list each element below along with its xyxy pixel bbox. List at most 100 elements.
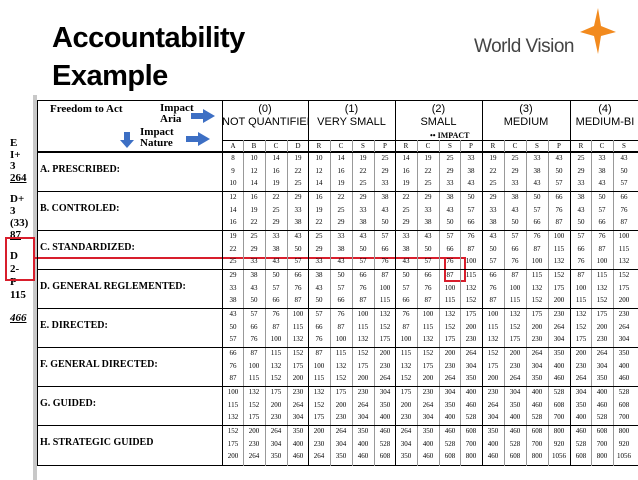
table-cell: 460 bbox=[509, 427, 521, 435]
table-cell: 264 bbox=[509, 374, 521, 382]
table-cell: 43 bbox=[598, 179, 606, 187]
table-cell: 400 bbox=[379, 413, 391, 421]
table-cell: 264 bbox=[292, 400, 304, 409]
table-cell: 66 bbox=[229, 349, 237, 357]
table-cell: 700 bbox=[596, 439, 608, 448]
table-cell: 800 bbox=[596, 452, 608, 460]
table-cell: 87 bbox=[533, 244, 541, 253]
arrow-right-icon bbox=[191, 109, 215, 123]
table-cell: 50 bbox=[402, 271, 410, 279]
table-cell: 152 bbox=[335, 374, 347, 382]
table-cell: 33 bbox=[533, 154, 541, 162]
table-cell: 38 bbox=[272, 244, 280, 253]
row-divider bbox=[37, 308, 638, 309]
table-cell: 152 bbox=[444, 322, 456, 331]
table-cell: 200 bbox=[465, 322, 477, 331]
table-cell: 87 bbox=[511, 271, 519, 279]
table-cell: 100 bbox=[313, 361, 325, 370]
table-cell: 43 bbox=[359, 232, 367, 240]
table-cell: 230 bbox=[335, 413, 347, 421]
table-cell: 350 bbox=[292, 427, 304, 435]
table-cell: 87 bbox=[359, 296, 367, 304]
table-cell: 14 bbox=[250, 179, 258, 187]
table-cell: 230 bbox=[444, 361, 456, 370]
table-cell: 264 bbox=[248, 452, 260, 460]
table-cell: 350 bbox=[596, 374, 608, 382]
table-cell: 528 bbox=[444, 439, 456, 448]
column-header: D bbox=[295, 142, 301, 150]
table-cell: 43 bbox=[555, 154, 563, 162]
table-cell: 608 bbox=[465, 427, 477, 435]
table-cell: 43 bbox=[402, 257, 410, 265]
table-cell: 76 bbox=[620, 205, 628, 214]
table-cell: 200 bbox=[531, 322, 543, 331]
table-cell: 66 bbox=[381, 244, 389, 253]
column-header: P bbox=[469, 142, 473, 150]
arrow-right-icon bbox=[186, 132, 210, 146]
table-cell: 22 bbox=[402, 193, 410, 201]
table-cell: 66 bbox=[555, 193, 563, 201]
table-cell: 230 bbox=[575, 361, 587, 370]
column-header: P bbox=[557, 142, 561, 150]
table-cell: 400 bbox=[618, 361, 630, 370]
table-cell: 33 bbox=[250, 257, 258, 265]
column-divider bbox=[243, 140, 244, 466]
table-cell: 350 bbox=[335, 452, 347, 460]
table-cell: 132 bbox=[618, 257, 630, 265]
table-cell: 38 bbox=[533, 166, 541, 175]
table-cell: 87 bbox=[381, 271, 389, 279]
table-cell: 29 bbox=[489, 193, 497, 201]
table-cell: 87 bbox=[555, 218, 563, 226]
table-cell: 14 bbox=[315, 179, 323, 187]
table-cell: 57 bbox=[489, 257, 497, 265]
table-cell: 304 bbox=[596, 361, 608, 370]
table-cell: 350 bbox=[422, 427, 434, 435]
table-cell: 25 bbox=[272, 205, 280, 214]
world-vision-logo: World Vision bbox=[470, 6, 635, 66]
table-cell: 57 bbox=[359, 257, 367, 265]
table-cell: 200 bbox=[618, 296, 630, 304]
table-cell: 200 bbox=[270, 400, 282, 409]
table-cell: 76 bbox=[315, 335, 323, 343]
row-label: D. GENERAL REGLEMENTED: bbox=[40, 281, 186, 292]
table-cell: 22 bbox=[337, 193, 345, 201]
table-cell: 16 bbox=[337, 166, 345, 175]
table-cell: 304 bbox=[509, 388, 521, 396]
table-cell: 66 bbox=[337, 296, 345, 304]
table-cell: 25 bbox=[229, 257, 237, 265]
table-cell: 132 bbox=[575, 310, 587, 318]
table-cell: 50 bbox=[294, 244, 302, 253]
table-cell: 57 bbox=[272, 283, 280, 292]
table-cell: 200 bbox=[575, 349, 587, 357]
table-cell: 38 bbox=[359, 218, 367, 226]
group-number: (4) bbox=[598, 103, 612, 115]
table-cell: 57 bbox=[511, 232, 519, 240]
table-cell: 25 bbox=[489, 179, 497, 187]
table-cell: 400 bbox=[553, 361, 565, 370]
table-cell: 10 bbox=[315, 154, 323, 162]
table-cell: 175 bbox=[379, 335, 391, 343]
table-cell: 264 bbox=[465, 349, 477, 357]
table-cell: 38 bbox=[467, 166, 475, 175]
table-cell: 200 bbox=[422, 374, 434, 382]
table-cell: 66 bbox=[577, 244, 585, 253]
table-cell: 43 bbox=[620, 154, 628, 162]
table-cell: 152 bbox=[248, 400, 260, 409]
table-cell: 230 bbox=[270, 413, 282, 421]
table-cell: 43 bbox=[381, 205, 389, 214]
table-cell: 25 bbox=[446, 154, 454, 162]
table-cell: 115 bbox=[270, 349, 282, 357]
table-cell: 132 bbox=[531, 283, 543, 292]
group-number: (1) bbox=[344, 103, 359, 115]
row-divider bbox=[37, 269, 638, 270]
table-cell: 920 bbox=[618, 439, 630, 448]
table-cell: 38 bbox=[337, 244, 345, 253]
table-cell: 350 bbox=[379, 400, 391, 409]
arrow-down-icon bbox=[120, 132, 134, 148]
table-cell: 700 bbox=[553, 413, 565, 421]
table-cell: 175 bbox=[487, 361, 499, 370]
left-divider bbox=[33, 95, 37, 480]
table-cell: 304 bbox=[335, 439, 347, 448]
table-cell: 800 bbox=[531, 452, 543, 460]
table-cell: 528 bbox=[618, 388, 630, 396]
